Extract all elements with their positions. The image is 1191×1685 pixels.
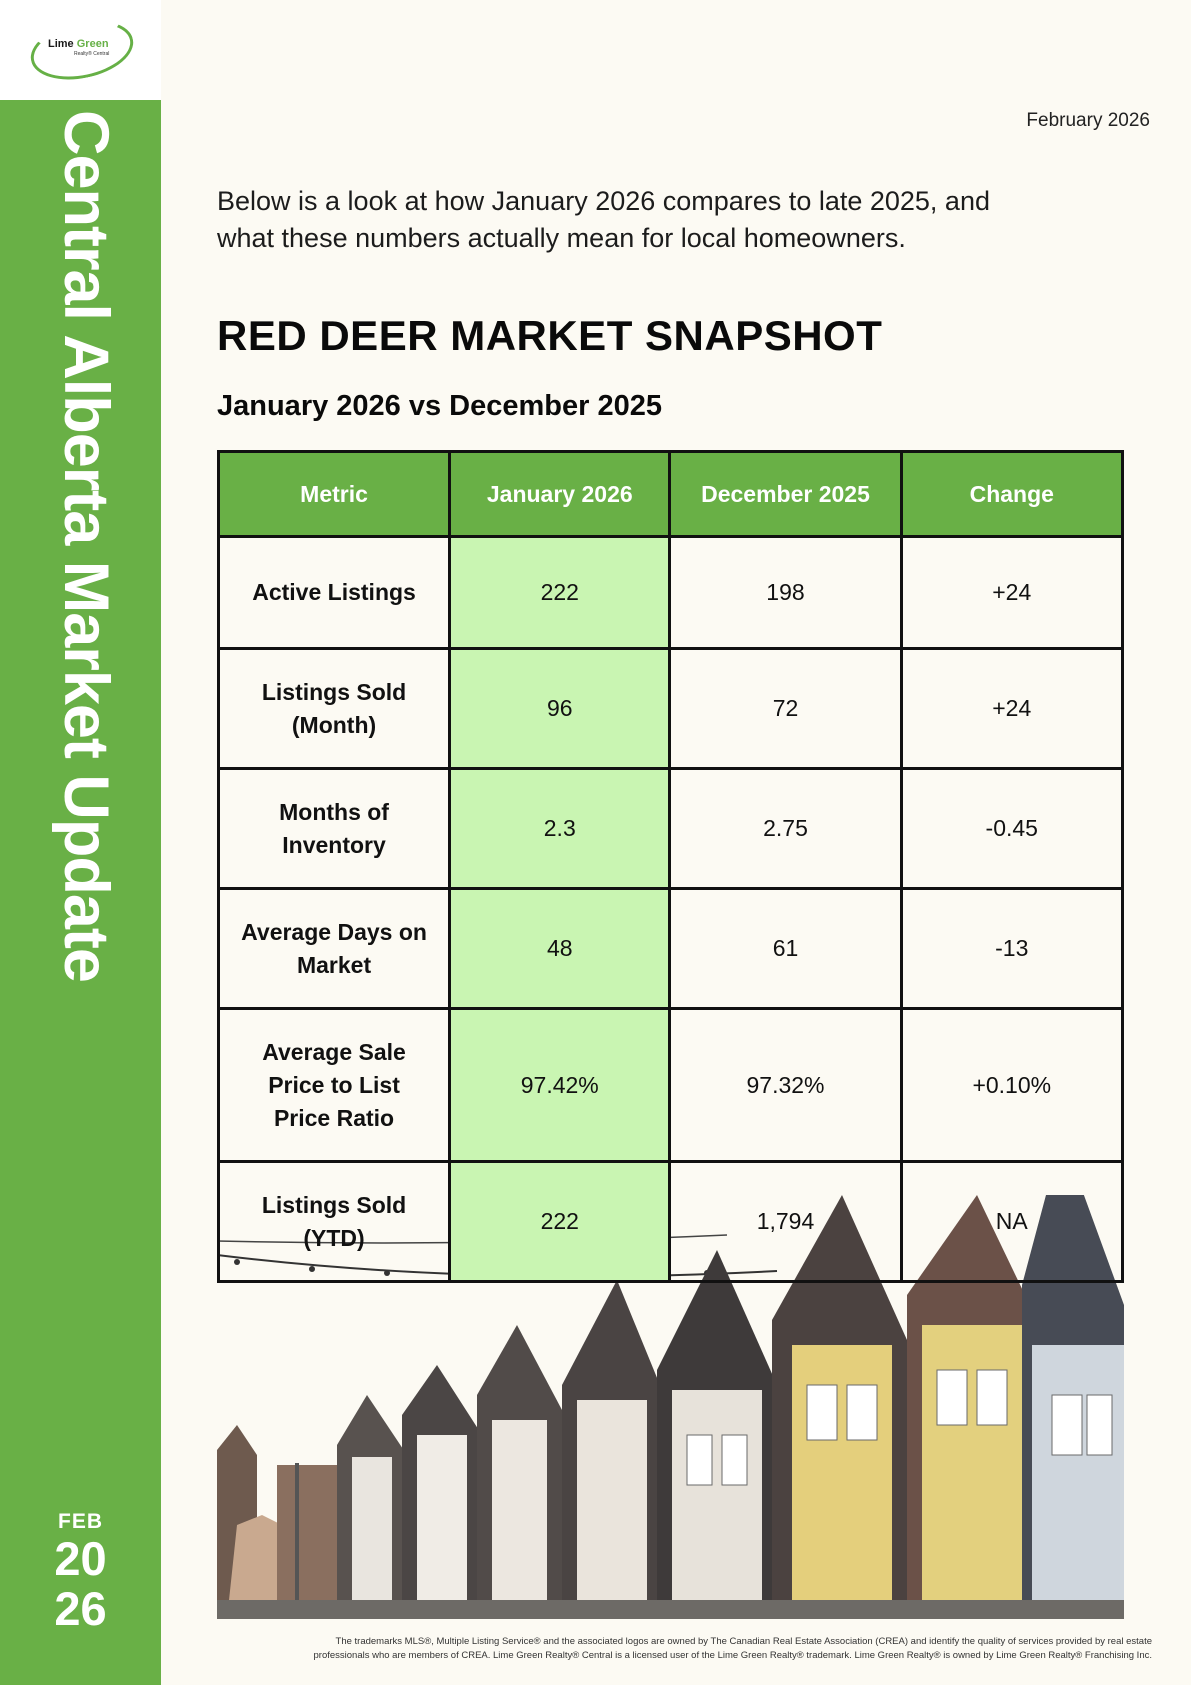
header-metric: Metric <box>216 450 452 538</box>
metric-cell: Average Sale Price to List Price Ratio <box>216 1007 452 1163</box>
january-value-cell: 48 <box>448 887 672 1010</box>
december-value-cell: 61 <box>668 887 903 1010</box>
change-value-cell: +24 <box>899 647 1125 770</box>
table-row: Listings Sold (YTD) 222 1,794 NA <box>216 1160 1125 1283</box>
issue-year-bottom: 26 <box>54 1582 107 1635</box>
section-subtitle: January 2026 vs December 2025 <box>217 390 662 422</box>
change-value-cell: NA <box>899 1160 1125 1283</box>
logo-text-lime: Lime <box>48 38 74 50</box>
december-value-cell: 198 <box>668 535 903 650</box>
intro-paragraph: Below is a look at how January 2026 comp… <box>217 183 1124 257</box>
section-title: RED DEER MARKET SNAPSHOT <box>217 312 883 359</box>
market-snapshot-table: Metric January 2026 December 2025 Change… <box>216 450 1125 1283</box>
intro-line-1: Below is a look at how January 2026 comp… <box>217 186 990 216</box>
logo-area: Lime Green Realty® Central <box>0 0 161 100</box>
issue-date-badge: FEB 20 26 <box>0 1510 161 1634</box>
disclaimer-line-2: professionals who are members of CREA. L… <box>313 1650 1153 1661</box>
change-value-cell: -13 <box>899 887 1125 1010</box>
metric-cell: Listings Sold (YTD) <box>216 1160 452 1283</box>
metric-cell: Months of Inventory <box>216 767 452 890</box>
sidebar <box>0 100 161 1685</box>
header-change: Change <box>899 450 1125 538</box>
january-value-cell: 97.42% <box>448 1007 672 1163</box>
table-row: Average Days on Market 48 61 -13 <box>216 887 1125 1010</box>
metric-cell: Average Days on Market <box>216 887 452 1010</box>
table-row: Active Listings 222 198 +24 <box>216 535 1125 650</box>
december-value-cell: 97.32% <box>668 1007 903 1163</box>
metric-cell: Active Listings <box>216 535 452 650</box>
january-value-cell: 222 <box>448 535 672 650</box>
logo-swoosh-icon <box>25 11 139 89</box>
issue-year-top: 20 <box>54 1532 107 1585</box>
sidebar-title: Central Alberta Market Update <box>51 110 121 982</box>
january-value-cell: 222 <box>448 1160 672 1283</box>
change-value-cell: -0.45 <box>899 767 1125 890</box>
logo-text-green: Green <box>76 38 109 50</box>
january-value-cell: 2.3 <box>448 767 672 890</box>
december-value-cell: 2.75 <box>668 767 903 890</box>
logo-wordmark: Lime Green <box>48 38 109 50</box>
table-header-row: Metric January 2026 December 2025 Change <box>216 450 1125 538</box>
publication-date: February 2026 <box>1026 110 1150 131</box>
table-row: Average Sale Price to List Price Ratio 9… <box>216 1007 1125 1163</box>
december-value-cell: 1,794 <box>668 1160 903 1283</box>
table-row: Listings Sold (Month) 96 72 +24 <box>216 647 1125 770</box>
intro-line-2: what these numbers actually mean for loc… <box>217 223 906 253</box>
header-december-2025: December 2025 <box>668 450 903 538</box>
december-value-cell: 72 <box>668 647 903 770</box>
header-january-2026: January 2026 <box>448 450 672 538</box>
change-value-cell: +24 <box>899 535 1125 650</box>
disclaimer-line-1: The trademarks MLS®, Multiple Listing Se… <box>335 1636 1152 1647</box>
change-value-cell: +0.10% <box>899 1007 1125 1163</box>
issue-month: FEB <box>58 1510 103 1533</box>
logo-subtext: Realty® Central <box>74 51 110 57</box>
houses-photo <box>217 1195 1124 1619</box>
legal-disclaimer: The trademarks MLS®, Multiple Listing Se… <box>200 1635 1153 1663</box>
company-logo: Lime Green Realty® Central <box>25 11 139 89</box>
table-row: Months of Inventory 2.3 2.75 -0.45 <box>216 767 1125 890</box>
january-value-cell: 96 <box>448 647 672 770</box>
metric-cell: Listings Sold (Month) <box>216 647 452 770</box>
